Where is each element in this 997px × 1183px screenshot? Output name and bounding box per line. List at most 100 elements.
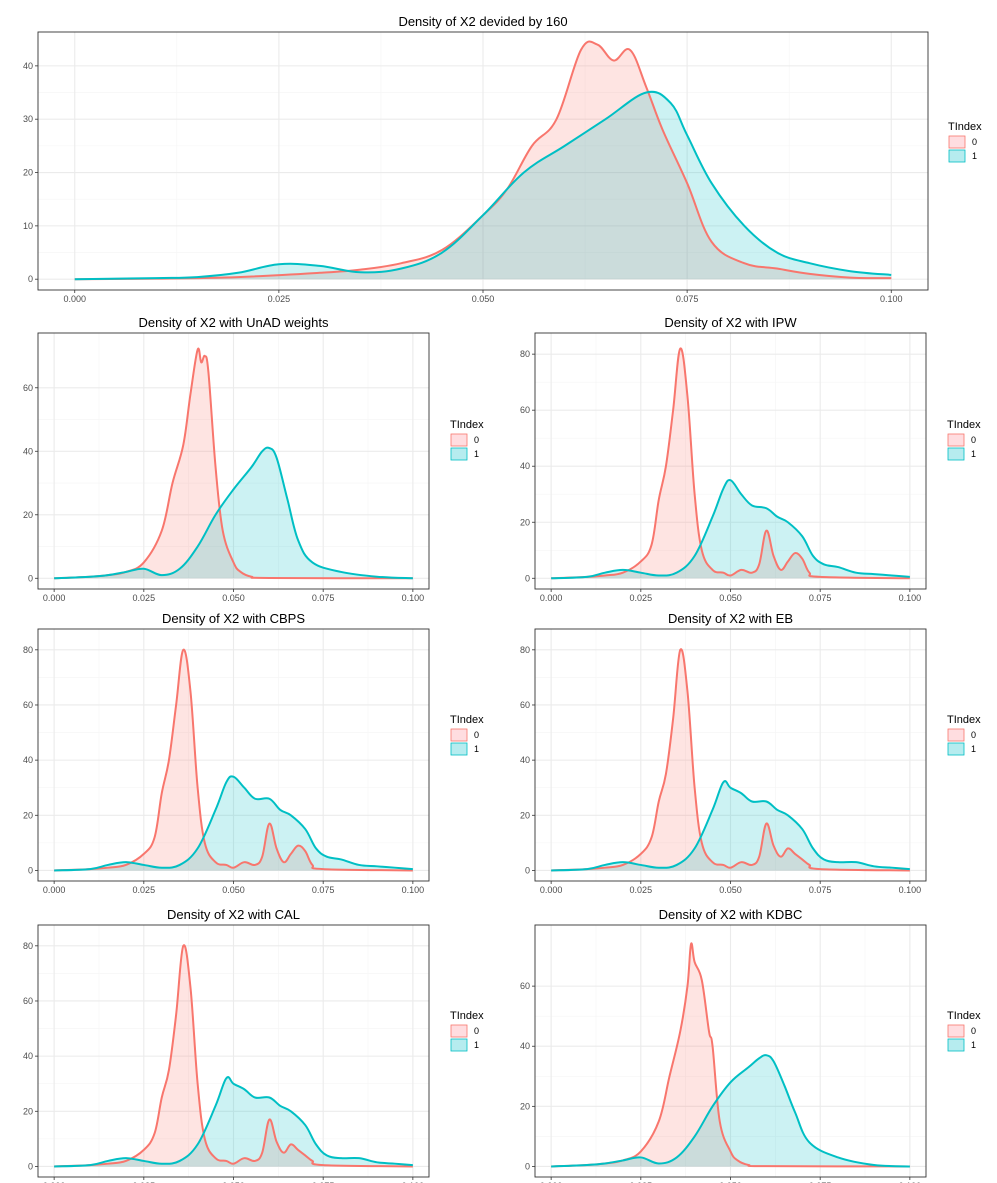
legend-title: TIndex — [948, 121, 982, 133]
x-tick-label: 0.000 — [540, 593, 563, 603]
x-tick-label: 0.050 — [719, 1181, 742, 1183]
x-tick-label: 0.025 — [133, 1181, 156, 1183]
legend-title: TIndex — [947, 419, 981, 431]
legend-key-1 — [450, 447, 468, 461]
chart-ipw: Density of X2 with IPW 0.000 0.025 0.050 0.… — [520, 315, 981, 603]
y-tick-label: 60 — [23, 383, 33, 393]
x-tick-label: 0.000 — [43, 593, 66, 603]
legend-key-0 — [948, 135, 966, 149]
x-tick-label: 0.025 — [630, 885, 653, 895]
density-area-1 — [551, 480, 910, 579]
chart-title: Density of X2 devided by 160 — [398, 14, 567, 29]
x-tick-label: 0.075 — [312, 1181, 335, 1183]
y-tick-label: 10 — [23, 221, 33, 231]
y-tick-label: 80 — [23, 645, 33, 655]
legend-key-0 — [450, 728, 468, 742]
legend-label-1: 1 — [474, 1040, 479, 1050]
y-tick-label: 20 — [23, 510, 33, 520]
y-tick-label: 60 — [23, 700, 33, 710]
density-area-1 — [74, 91, 892, 280]
legend-key-0 — [947, 1024, 965, 1038]
density-line-1 — [54, 446, 413, 580]
legend-title: TIndex — [450, 419, 484, 431]
legend-label-0: 0 — [474, 435, 479, 445]
x-tick-label: 0.025 — [133, 885, 156, 895]
density-line-1 — [54, 775, 413, 872]
legend-label-0: 0 — [474, 730, 479, 740]
y-tick-label: 0 — [28, 1161, 33, 1171]
density-area-1 — [54, 447, 413, 579]
chart-raw: Density of X2 devided by 160 0.000 0.025 0… — [23, 14, 982, 304]
density-area-1 — [551, 781, 910, 871]
chart-cal: Density of X2 with CAL 0.000 0.025 0.050 0.… — [23, 907, 484, 1183]
density-line-1 — [74, 90, 892, 281]
y-tick-label: 0 — [28, 573, 33, 583]
legend-label-1: 1 — [971, 1040, 976, 1050]
legend-label-1: 1 — [972, 151, 977, 161]
density-area-0 — [74, 41, 892, 280]
legend-label-0: 0 — [972, 137, 977, 147]
legend-key-1 — [450, 1038, 468, 1052]
x-tick-label: 0.050 — [222, 1181, 245, 1183]
density-line-1 — [551, 479, 910, 580]
chart-title: Density of X2 with UnAD weights — [138, 315, 329, 330]
legend-key-1 — [947, 447, 965, 461]
chart-kdbc: Density of X2 with KDBC 0.000 0.025 0.050 0… — [520, 907, 981, 1183]
density-area-1 — [551, 1055, 910, 1167]
x-tick-label: 0.075 — [809, 885, 832, 895]
x-tick-label: 0.050 — [719, 885, 742, 895]
chart-title: Density of X2 with EB — [668, 611, 793, 626]
density-line-0 — [74, 40, 892, 281]
y-tick-label: 80 — [520, 349, 530, 359]
x-tick-label: 0.100 — [899, 1181, 922, 1183]
y-tick-label: 20 — [520, 810, 530, 820]
legend-key-0 — [450, 1024, 468, 1038]
legend-title: TIndex — [450, 1010, 484, 1022]
y-tick-label: 80 — [23, 941, 33, 951]
y-tick-label: 20 — [23, 1106, 33, 1116]
legend-label-1: 1 — [474, 744, 479, 754]
x-tick-label: 0.025 — [268, 294, 291, 304]
x-tick-label: 0.100 — [402, 885, 425, 895]
x-tick-label: 0.100 — [880, 294, 903, 304]
y-tick-label: 40 — [23, 1051, 33, 1061]
legend-key-1 — [947, 1038, 965, 1052]
x-tick-label: 0.075 — [809, 1181, 832, 1183]
x-tick-label: 0.025 — [630, 1181, 653, 1183]
legend-key-1 — [450, 742, 468, 756]
y-tick-label: 0 — [28, 274, 33, 284]
y-tick-label: 0 — [525, 1161, 530, 1171]
density-line-1 — [551, 780, 910, 872]
x-tick-label: 0.050 — [222, 593, 245, 603]
y-tick-label: 80 — [520, 645, 530, 655]
x-tick-label: 0.025 — [133, 593, 156, 603]
chart-title: Density of X2 with CAL — [167, 907, 300, 922]
density-line-1 — [54, 1076, 413, 1168]
x-tick-label: 0.000 — [43, 885, 66, 895]
y-tick-label: 60 — [520, 405, 530, 415]
x-tick-label: 0.000 — [63, 294, 86, 304]
legend-label-1: 1 — [971, 449, 976, 459]
x-tick-label: 0.075 — [312, 885, 335, 895]
x-tick-label: 0.075 — [312, 593, 335, 603]
legend-key-0 — [947, 728, 965, 742]
legend-label-0: 0 — [474, 1026, 479, 1036]
density-line-1 — [551, 1054, 910, 1168]
x-tick-label: 0.000 — [43, 1181, 66, 1183]
x-tick-label: 0.100 — [899, 593, 922, 603]
y-tick-label: 40 — [520, 1041, 530, 1051]
y-tick-label: 40 — [23, 61, 33, 71]
y-tick-label: 40 — [23, 755, 33, 765]
y-tick-label: 20 — [23, 810, 33, 820]
y-tick-label: 20 — [520, 1101, 530, 1111]
density-line-0 — [551, 648, 910, 872]
density-area-1 — [54, 1077, 413, 1167]
legend-title: TIndex — [450, 714, 484, 726]
chart-cbps: Density of X2 with CBPS 0.000 0.025 0.050 0… — [23, 611, 484, 895]
x-tick-label: 0.050 — [719, 593, 742, 603]
y-tick-label: 30 — [23, 114, 33, 124]
y-tick-label: 40 — [520, 755, 530, 765]
legend-label-0: 0 — [971, 435, 976, 445]
density-line-0 — [551, 347, 910, 580]
